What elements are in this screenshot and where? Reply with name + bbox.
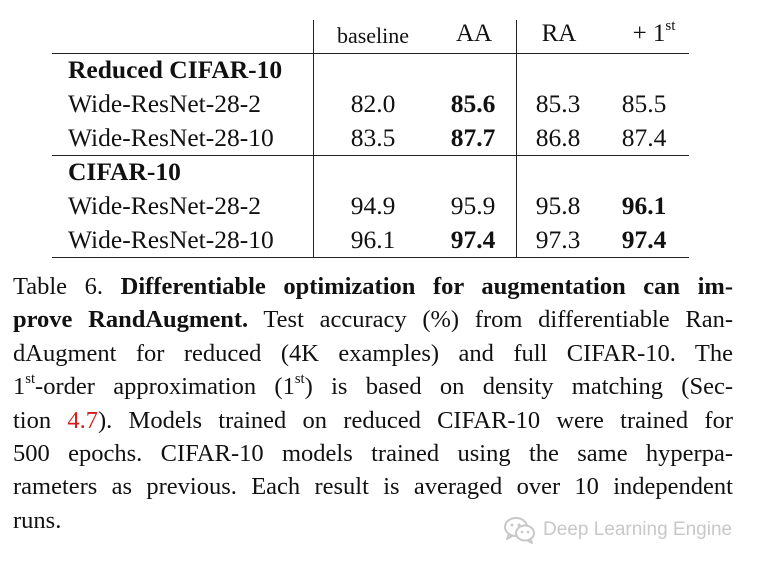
caption-line: Table 6. Differentiable optimization for…	[13, 270, 733, 303]
table-caption: Table 6. Differentiable optimization for…	[13, 270, 733, 537]
table-cell: 85.3	[535, 89, 581, 118]
header-first-order: + 1st	[599, 17, 709, 51]
section-rule	[52, 155, 689, 156]
results-table: baseline AA RA + 1st Reduced CIFAR-10 Wi…	[52, 0, 689, 260]
column-divider-2	[516, 20, 517, 258]
wechat-icon	[503, 516, 537, 544]
table-cell: 83.5	[350, 123, 396, 152]
watermark-text: Deep Learning Engine	[543, 519, 733, 540]
caption-text: 1	[13, 373, 26, 401]
section-title-reduced: Reduced CIFAR-10	[68, 55, 283, 84]
section-reference-link[interactable]: 4.7	[67, 406, 98, 434]
caption-line: 500 epochs. CIFAR-10 models trained usin…	[13, 439, 733, 467]
caption-line: tion 4.7). Models trained on reduced CIF…	[13, 404, 733, 437]
caption-superscript: st	[294, 371, 305, 388]
caption-line: prove RandAugment. Test accuracy (%) fro…	[13, 303, 733, 336]
row-model: Wide-ResNet-28-2	[68, 191, 261, 220]
watermark: Deep Learning Engine	[503, 515, 732, 545]
header-aa: AA	[455, 20, 493, 47]
caption-superscript: st	[25, 371, 36, 388]
row-model: Wide-ResNet-28-2	[68, 89, 261, 118]
caption-line: rameters as previous. Each result is ave…	[13, 473, 733, 501]
header-ra: RA	[541, 20, 577, 47]
table-cell-best: 87.7	[450, 123, 496, 152]
table-cell: 82.0	[350, 89, 396, 118]
caption-text: -order approximation (1	[35, 373, 295, 401]
caption-title: prove RandAugment.	[13, 306, 249, 334]
table-cell: 97.3	[535, 225, 581, 254]
caption-text: ). Models trained on reduced CIFAR-10 we…	[98, 406, 733, 434]
bottom-rule	[52, 257, 689, 258]
caption-line: 1st-order approximation (1st) is based o…	[13, 370, 733, 403]
header-first-order-text: + 1	[632, 20, 666, 47]
table-cell: 86.8	[535, 123, 581, 152]
table-cell: 87.4	[621, 123, 667, 152]
column-divider-1	[313, 20, 314, 258]
caption-label: Table 6.	[13, 273, 104, 300]
table-cell-best: 97.4	[450, 225, 496, 254]
table-cell: 96.1	[350, 225, 396, 254]
table-cell: 95.9	[450, 191, 496, 220]
table-cell-best: 96.1	[621, 191, 667, 220]
table-cell: 95.8	[535, 191, 581, 220]
caption-title: Differentiable optimization for augmenta…	[120, 273, 733, 300]
row-model: Wide-ResNet-28-10	[68, 225, 274, 254]
header-first-order-sup: st	[665, 17, 676, 34]
table-cell-best: 97.4	[621, 225, 667, 254]
caption-text: tion	[13, 406, 52, 434]
table-cell: 94.9	[350, 191, 396, 220]
caption-text: Test accuracy (%) from differentiable Ra…	[263, 306, 734, 334]
caption-text: ) is based on density matching (Sec-	[304, 373, 733, 401]
header-baseline: baseline	[336, 23, 410, 48]
table-cell: 85.5	[621, 89, 667, 118]
header-rule	[52, 53, 689, 54]
section-title-full: CIFAR-10	[68, 157, 181, 186]
caption-line: dAugment for reduced (4K examples) and f…	[13, 339, 733, 367]
row-model: Wide-ResNet-28-10	[68, 123, 274, 152]
caption-line: runs.	[13, 506, 62, 534]
table-cell-best: 85.6	[450, 89, 496, 118]
